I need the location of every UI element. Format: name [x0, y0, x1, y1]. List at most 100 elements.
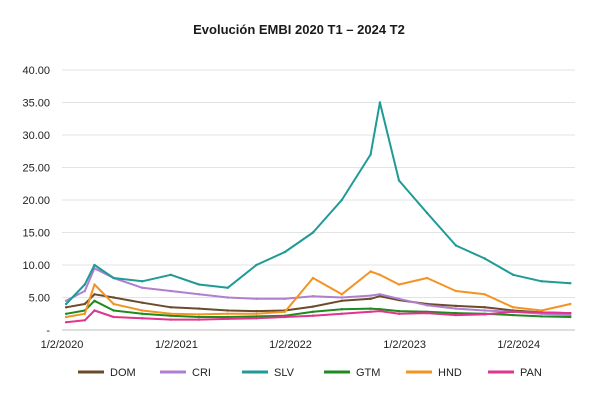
data-point-gtm — [511, 313, 515, 317]
data-point-pan — [112, 315, 115, 319]
y-tick-label: 5.00 — [29, 293, 50, 305]
data-point-pan — [540, 311, 543, 314]
data-point-slv — [569, 282, 572, 285]
data-point-cri — [83, 289, 87, 293]
data-point-hnd — [454, 289, 458, 293]
data-point-cri — [397, 297, 401, 300]
data-point-cri — [369, 294, 372, 297]
legend-label: CRI — [192, 367, 211, 379]
data-point-hnd — [283, 310, 287, 313]
data-point-hnd — [569, 302, 572, 306]
data-point-pan — [340, 312, 343, 315]
data-point-pan — [226, 317, 229, 321]
x-tick-label: 1/2/2022 — [269, 339, 312, 351]
legend: DOM CRI SLV GTM HND PAN — [78, 367, 542, 379]
data-point-pan — [197, 318, 201, 321]
legend-label: SLV — [274, 367, 295, 379]
data-point-dom — [340, 299, 343, 302]
data-point-cri — [454, 307, 458, 310]
y-tick-label: - — [46, 325, 50, 337]
data-point-slv — [425, 211, 429, 215]
data-point-hnd — [397, 283, 401, 286]
data-point-pan — [397, 312, 401, 315]
series-line-slv — [65, 101, 571, 305]
data-point-dom — [197, 307, 201, 310]
data-point-slv — [483, 257, 486, 260]
data-point-cri — [569, 313, 572, 317]
data-point-hnd — [378, 273, 382, 276]
data-point-cri — [483, 309, 486, 312]
data-point-hnd — [540, 309, 543, 312]
data-point-slv — [197, 283, 201, 286]
data-point-cri — [64, 299, 68, 302]
legend-label: HND — [438, 367, 462, 379]
data-point-hnd — [511, 306, 515, 309]
legend-item-slv: SLV — [242, 367, 295, 379]
legend-item-pan: PAN — [488, 367, 542, 379]
data-point-pan — [141, 317, 144, 320]
data-point-gtm — [197, 315, 201, 319]
data-point-pan — [425, 311, 429, 315]
data-point-gtm — [141, 312, 144, 315]
y-tick-label: 15.00 — [22, 228, 50, 240]
data-point-gtm — [540, 315, 543, 318]
data-point-gtm — [64, 312, 68, 315]
data-point-gtm — [369, 307, 372, 310]
y-tick-label: 25.00 — [22, 163, 50, 175]
data-point-hnd — [112, 302, 115, 306]
data-point-dom — [83, 302, 87, 306]
data-point-cri — [311, 295, 315, 298]
data-point-slv — [112, 276, 115, 280]
data-point-hnd — [425, 276, 429, 280]
series-layer — [64, 101, 572, 324]
data-point-gtm — [569, 315, 572, 319]
data-point-gtm — [169, 314, 172, 317]
legend-label: PAN — [520, 367, 542, 379]
data-point-pan — [311, 314, 315, 317]
data-point-hnd — [141, 309, 144, 312]
data-point-hnd — [169, 312, 172, 315]
data-point-hnd — [197, 313, 201, 316]
legend-item-dom: DOM — [78, 367, 136, 379]
data-point-gtm — [226, 315, 229, 319]
data-point-slv — [397, 179, 401, 182]
data-point-gtm — [454, 311, 458, 315]
data-point-cri — [255, 297, 258, 300]
data-point-pan — [64, 321, 68, 324]
x-tick-label: 1/2/2024 — [497, 339, 540, 351]
data-point-pan — [454, 313, 458, 317]
data-point-slv — [141, 280, 144, 283]
legend-item-hnd: HND — [406, 367, 462, 379]
data-point-pan — [169, 318, 172, 321]
data-point-cri — [169, 289, 172, 293]
legend-label: GTM — [356, 367, 380, 379]
data-point-pan — [369, 310, 372, 313]
data-point-slv — [283, 250, 287, 254]
y-tick-label: 20.00 — [22, 195, 50, 207]
data-point-gtm — [340, 308, 343, 311]
data-point-slv — [169, 273, 172, 276]
data-point-pan — [483, 313, 486, 316]
data-point-slv — [64, 302, 68, 306]
data-point-hnd — [83, 312, 87, 315]
data-point-pan — [283, 315, 287, 319]
data-point-slv — [93, 263, 96, 267]
data-point-gtm — [378, 308, 382, 311]
legend-item-cri: CRI — [160, 367, 211, 379]
data-point-slv — [255, 263, 258, 267]
data-point-cri — [283, 297, 287, 300]
data-point-dom — [369, 297, 372, 300]
axis-layer: - 5.00 10.00 15.00 20.00 25.00 30.00 35.00 40.00… — [22, 65, 575, 351]
data-point-cri — [197, 293, 201, 296]
data-point-slv — [226, 286, 229, 289]
data-point-cri — [425, 304, 429, 307]
data-point-gtm — [311, 310, 315, 313]
x-tick-label: 1/2/2020 — [41, 339, 84, 351]
data-point-slv — [369, 153, 372, 156]
data-point-hnd — [93, 283, 96, 286]
data-point-hnd — [226, 312, 229, 315]
data-point-dom — [141, 301, 144, 304]
data-point-cri — [141, 286, 144, 289]
